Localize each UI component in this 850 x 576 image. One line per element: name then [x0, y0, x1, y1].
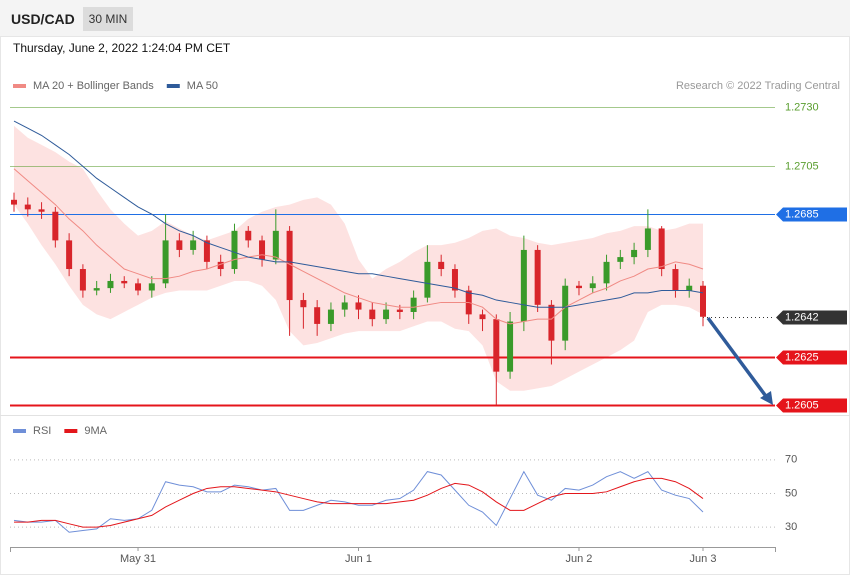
level-label: 1.2705 [785, 160, 819, 172]
candle-body [686, 285, 693, 291]
forecast-arrow [706, 316, 770, 401]
candle-body [672, 269, 679, 291]
candle-body [493, 319, 500, 372]
candle-body [438, 261, 445, 270]
ma-line [13, 120, 704, 308]
rsi-panel: 30 50 70 RSI 9MA [10, 425, 797, 533]
candle-body [135, 283, 142, 291]
candle-body [562, 285, 569, 341]
candle-body [314, 307, 321, 324]
indicator-line [14, 477, 704, 528]
candle-body [644, 228, 651, 250]
legend-label: MA 50 [187, 80, 218, 92]
arrow-head [760, 391, 773, 405]
indicator-line [13, 470, 704, 533]
level-tag [776, 310, 847, 325]
x-tick-label: Jun 1 [345, 553, 372, 565]
candle-body [575, 285, 582, 289]
candle-body [410, 297, 417, 312]
legend-swatch [166, 84, 180, 88]
symbol: USD/CAD [11, 11, 75, 27]
candle-body [383, 309, 390, 320]
candle-body [479, 314, 486, 320]
candle-body [176, 240, 183, 250]
legend-label: MA 20 + Bollinger Bands [33, 80, 154, 92]
level-label: 1.2625 [785, 351, 819, 363]
candle-body [396, 309, 403, 312]
candle-body [11, 199, 17, 205]
candle-body [700, 285, 706, 317]
candle-body [341, 302, 348, 310]
candle-body [369, 309, 376, 320]
header-bar: USD/CAD 30 MIN [0, 0, 850, 36]
x-tick-label: May 31 [120, 553, 156, 565]
candle-body [245, 230, 252, 241]
y-tick-label: 70 [785, 454, 797, 466]
candle-body [66, 240, 73, 270]
x-tick-label: Jun 2 [566, 553, 593, 565]
level-tag [776, 398, 847, 413]
candle-body [162, 240, 169, 284]
candle-body [148, 283, 155, 291]
candle-body [121, 280, 128, 284]
level-tag [776, 207, 847, 222]
candle-body [217, 261, 224, 270]
candle-body [631, 249, 638, 258]
price-panel: 1.2730 1.2705 1.2685 1.2642 1.2625 1.2605 MA 2… [10, 80, 847, 413]
candle-body [603, 261, 610, 284]
x-tick-label: Jun 3 [690, 553, 717, 565]
level-label: 1.2685 [785, 208, 819, 220]
candle-body [617, 257, 624, 262]
candle-body [286, 230, 293, 301]
level-label: 1.2730 [785, 101, 819, 113]
legend-label: RSI [33, 425, 51, 437]
legend-label: 9MA [84, 425, 107, 437]
candle-body [548, 304, 555, 341]
bollinger-band [14, 125, 703, 391]
candle-body [355, 302, 362, 310]
level-label: 1.2605 [785, 399, 819, 411]
legend-swatch [64, 429, 78, 433]
candle-body [520, 249, 527, 322]
candle-body [507, 321, 514, 372]
candle-body [79, 269, 86, 291]
candle-body [203, 240, 210, 262]
legend-swatch [13, 429, 26, 433]
candle-body [272, 230, 279, 260]
candle-body [658, 228, 665, 270]
candle-body [534, 249, 541, 305]
candle-body [451, 269, 458, 291]
level-label: 1.2642 [785, 311, 819, 323]
ma-line [13, 168, 704, 325]
candle-body [424, 261, 431, 298]
candle-body [190, 240, 197, 250]
timeframe-button[interactable]: 30 MIN [83, 7, 133, 31]
candle-body [107, 280, 114, 289]
candle-body [259, 240, 266, 260]
level-tag [776, 350, 847, 365]
legend-swatch [13, 84, 26, 88]
candle-body [231, 230, 238, 270]
candle-body [589, 283, 596, 289]
timestamp: Thursday, June 2, 2022 1:24:04 PM CET [13, 41, 231, 55]
candle-body [327, 309, 334, 324]
credit: Research © 2022 Trading Central [676, 80, 840, 92]
candle-body [300, 300, 307, 308]
y-tick-label: 50 [785, 487, 797, 499]
y-tick-label: 30 [785, 521, 797, 533]
candle-body [24, 204, 31, 210]
candle-body [52, 211, 59, 241]
candle-body [93, 288, 100, 291]
candle-body [38, 209, 45, 212]
